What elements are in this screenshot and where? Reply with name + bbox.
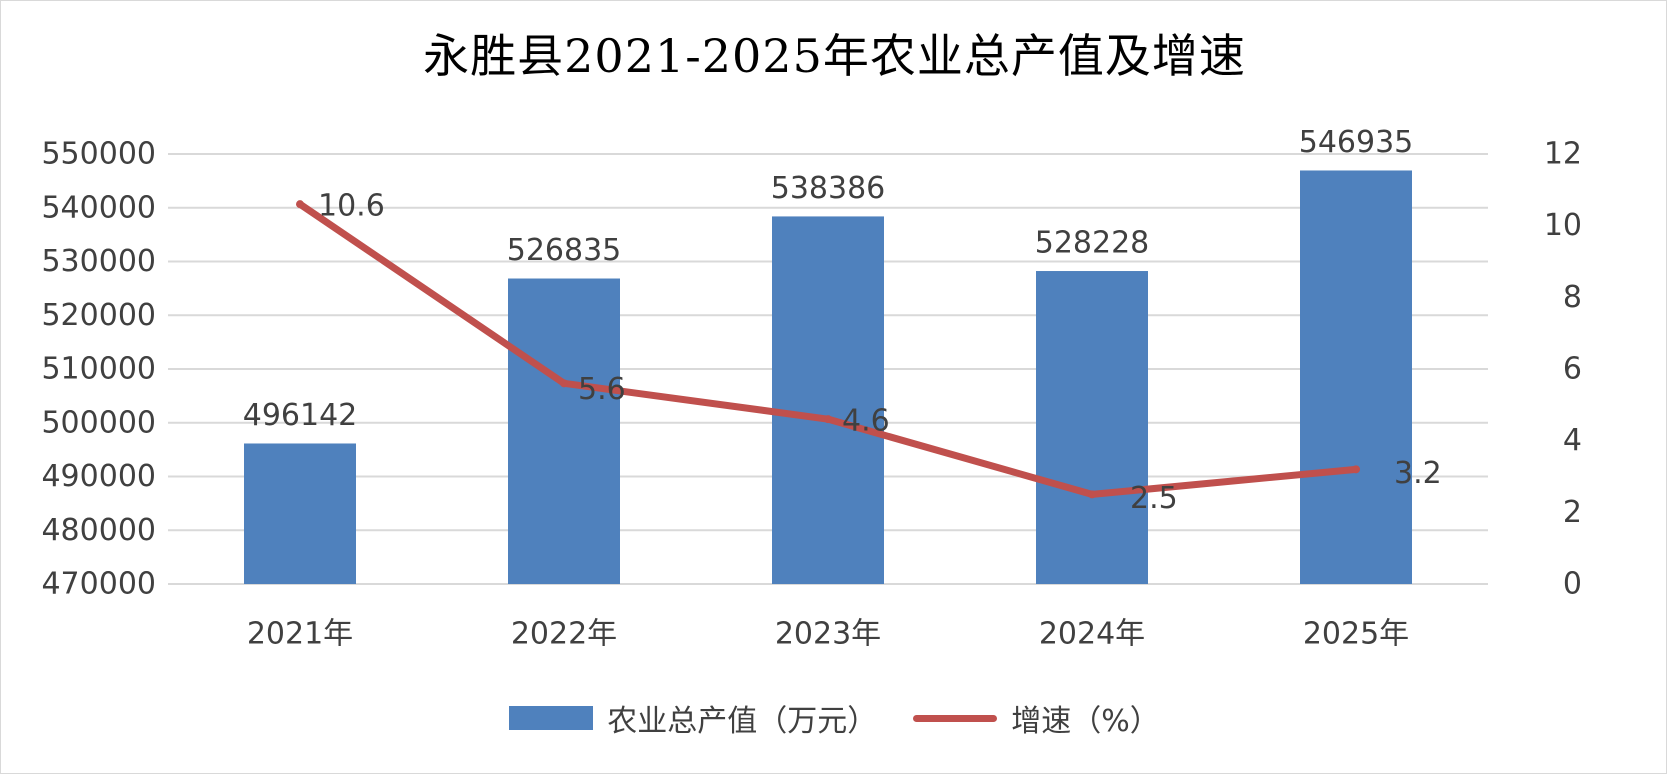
line-value-label: 2.5 bbox=[1130, 481, 1178, 516]
chart-legend: 农业总产值（万元） 增速（%） bbox=[0, 696, 1669, 740]
right-tick-label: 2 bbox=[1563, 495, 1582, 530]
line-value-label: 10.6 bbox=[318, 189, 385, 224]
right-tick-label: 6 bbox=[1563, 352, 1582, 387]
legend-item-bar: 农业总产值（万元） bbox=[509, 696, 877, 740]
left-tick-label: 530000 bbox=[41, 244, 156, 279]
left-tick-label: 500000 bbox=[41, 405, 156, 440]
x-tick-label: 2025年 bbox=[1303, 617, 1409, 652]
bar-series bbox=[244, 170, 1412, 585]
legend-item-line: 增速（%） bbox=[913, 696, 1160, 740]
bar-value-label: 528228 bbox=[1035, 226, 1150, 261]
x-tick-label: 2023年 bbox=[775, 617, 881, 652]
left-tick-label: 540000 bbox=[41, 190, 156, 225]
chart-title: 永胜县2021-2025年农业总产值及增速 bbox=[423, 29, 1246, 83]
x-tick-label: 2021年 bbox=[247, 617, 353, 652]
bar bbox=[772, 216, 884, 585]
x-tick-label: 2022年 bbox=[511, 617, 617, 652]
x-axis-ticks: 2021年 2022年 2023年 2024年 2025年 bbox=[247, 617, 1409, 652]
line-point bbox=[560, 379, 568, 388]
legend-label-bar: 农业总产值（万元） bbox=[607, 704, 878, 739]
left-tick-label: 490000 bbox=[41, 459, 156, 494]
line-point bbox=[1088, 490, 1096, 499]
left-axis-ticks: 470000 480000 490000 500000 510000 520000 5300… bbox=[41, 137, 156, 602]
line-point bbox=[296, 200, 304, 209]
right-tick-label: 4 bbox=[1563, 423, 1582, 458]
bar-value-label: 538386 bbox=[771, 171, 886, 206]
left-tick-label: 510000 bbox=[41, 352, 156, 387]
legend-swatch-bar bbox=[509, 706, 594, 730]
bar-value-label: 496142 bbox=[243, 398, 358, 433]
x-tick-label: 2024年 bbox=[1039, 617, 1145, 652]
bar-value-label: 546935 bbox=[1299, 125, 1414, 160]
left-tick-label: 470000 bbox=[41, 567, 156, 602]
bar-value-labels: 496142 526835 538386 528228 546935 bbox=[243, 125, 1414, 433]
line-point bbox=[824, 415, 832, 424]
line-value-label: 5.6 bbox=[578, 372, 626, 407]
legend-label-line: 增速（%） bbox=[1011, 704, 1160, 739]
bar bbox=[508, 278, 620, 584]
bar bbox=[1036, 271, 1148, 584]
right-tick-label: 12 bbox=[1544, 137, 1582, 172]
left-tick-label: 550000 bbox=[41, 137, 156, 172]
line-value-label: 3.2 bbox=[1394, 456, 1442, 491]
line-series bbox=[296, 200, 1360, 499]
right-tick-label: 0 bbox=[1563, 567, 1582, 602]
right-tick-label: 10 bbox=[1544, 208, 1582, 243]
left-tick-label: 520000 bbox=[41, 298, 156, 333]
right-tick-label: 8 bbox=[1563, 280, 1582, 315]
bar-value-label: 526835 bbox=[507, 233, 622, 268]
bar bbox=[244, 443, 356, 584]
bar bbox=[1300, 170, 1412, 585]
line-value-labels: 10.6 5.6 4.6 2.5 3.2 bbox=[318, 189, 1442, 516]
line-value-label: 4.6 bbox=[842, 404, 890, 439]
legend-swatch-line bbox=[913, 714, 998, 722]
line-point bbox=[1352, 465, 1360, 474]
right-axis-ticks: 0 2 4 6 8 10 12 bbox=[1544, 137, 1582, 602]
left-tick-label: 480000 bbox=[41, 513, 156, 548]
